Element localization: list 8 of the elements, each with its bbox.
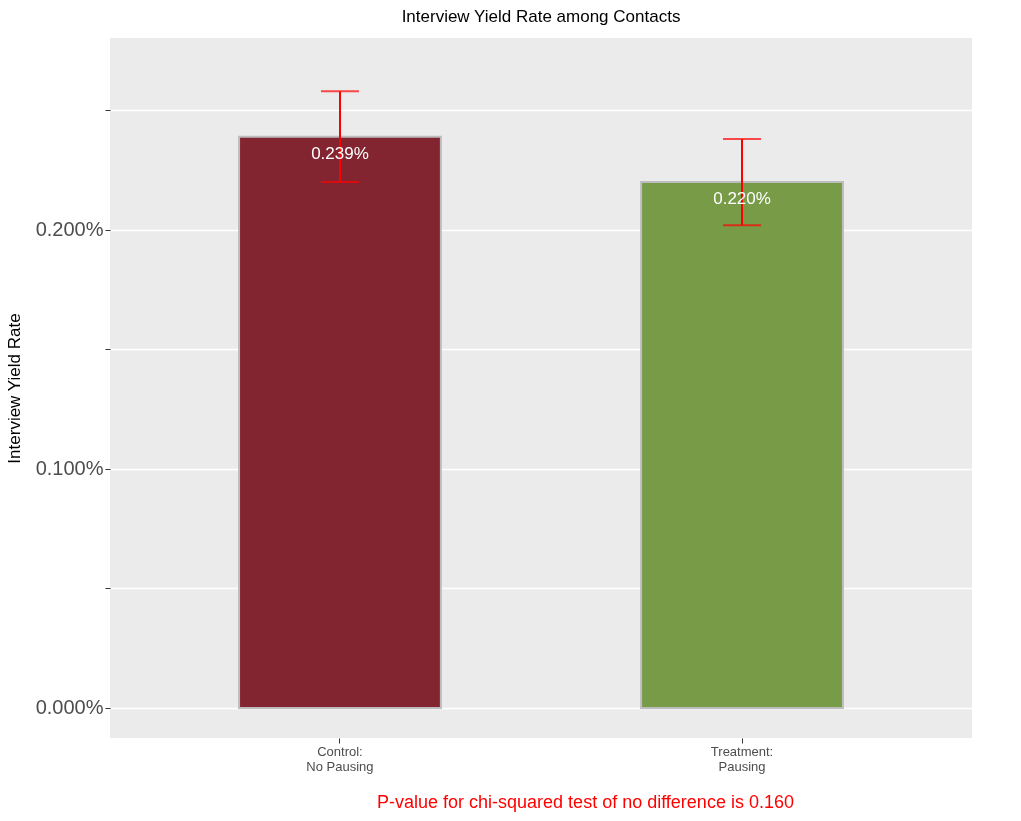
y-tick-label: 0.000% <box>35 696 104 719</box>
y-tick-label: 0.100% <box>35 457 104 480</box>
text: P-value for chi-squared test of no difference is 0.160 <box>376 792 795 813</box>
chart-title: Interview Yield Rate among Contacts <box>401 7 681 26</box>
x-tick-label: Treatment: Pausing <box>710 743 774 774</box>
y-tick-label: 0.200% <box>35 218 104 241</box>
x-tick-label: Control: No Pausing <box>306 743 374 774</box>
y-axis-title: Interview Yield Rate <box>4 313 24 464</box>
